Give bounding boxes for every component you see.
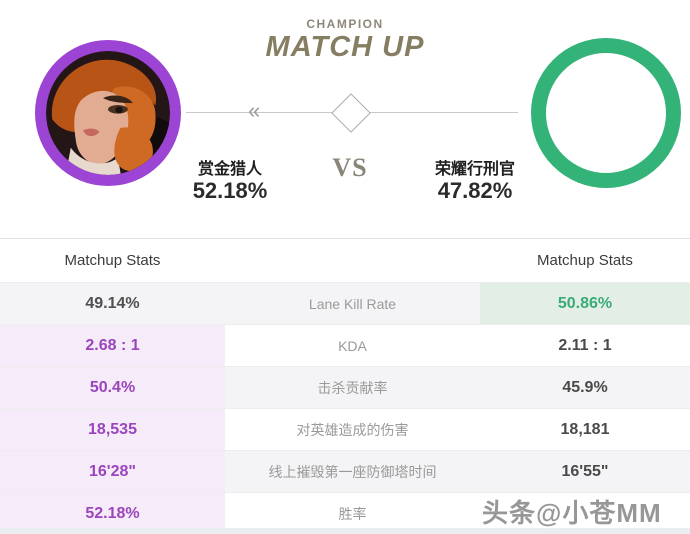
table-row: 50.4% 击杀贡献率 45.9% — [0, 366, 690, 408]
right-stats-header: Matchup Stats — [480, 239, 690, 282]
right-stat-value: 45.9% — [480, 367, 690, 408]
right-champion-avatar[interactable] — [531, 38, 681, 188]
table-row: 2.68 : 1 KDA 2.11 : 1 — [0, 324, 690, 366]
left-champion-avatar[interactable] — [35, 40, 181, 186]
chevrons-left-icon: « — [248, 98, 261, 123]
page-title: MATCH UP — [265, 31, 425, 63]
left-stats-header: Matchup Stats — [0, 239, 225, 282]
stat-label: KDA — [225, 325, 480, 366]
left-champion-name: 赏金猎人 — [197, 161, 262, 178]
center-header-spacer — [225, 239, 480, 282]
right-champion-percent: 47.82% — [437, 178, 513, 203]
right-stat-value: 18,181 — [480, 409, 690, 450]
right-stat-value: 50.86% — [480, 283, 690, 324]
left-stat-value: 18,535 — [0, 409, 225, 450]
left-stat-value: 2.68 : 1 — [0, 325, 225, 366]
diamond-icon — [331, 93, 371, 133]
left-stat-value: 49.14% — [0, 283, 225, 324]
matchup-stats-table: Matchup Stats Matchup Stats 49.14% Lane … — [0, 238, 690, 534]
right-stat-value: 16'55" — [480, 451, 690, 492]
left-stat-value: 16'28" — [0, 451, 225, 492]
vs-label: VS — [332, 153, 368, 182]
left-champion-percent: 52.18% — [192, 178, 268, 203]
stat-label: 击杀贡献率 — [225, 367, 480, 408]
bottom-strip — [0, 528, 690, 534]
left-stat-value: 52.18% — [0, 493, 225, 534]
right-champion-name: 荣耀行刑官 — [434, 161, 515, 178]
right-stat-value: 2.11 : 1 — [480, 325, 690, 366]
right-stat-value — [480, 493, 690, 534]
stat-label: Lane Kill Rate — [225, 283, 480, 324]
watermark: 头条@小苍MM — [482, 498, 662, 528]
table-row: 16'28" 线上摧毁第一座防御塔时间 16'55" — [0, 450, 690, 492]
left-stat-value: 50.4% — [0, 367, 225, 408]
stat-label: 对英雄造成的伤害 — [225, 409, 480, 450]
stat-label: 线上摧毁第一座防御塔时间 — [225, 451, 480, 492]
eyebrow-label: CHAMPION — [306, 17, 384, 31]
stat-label: 胜率 — [225, 493, 480, 534]
table-header-row: Matchup Stats Matchup Stats — [0, 239, 690, 282]
table-row: 52.18% 胜率 — [0, 492, 690, 534]
table-row: 18,535 对英雄造成的伤害 18,181 — [0, 408, 690, 450]
table-row: 49.14% Lane Kill Rate 50.86% — [0, 282, 690, 324]
